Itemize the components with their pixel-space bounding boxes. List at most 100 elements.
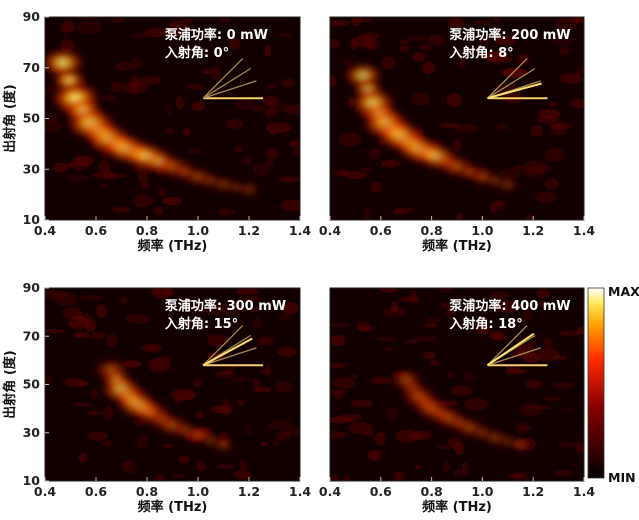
x-tick-label: 1.2: [522, 223, 544, 238]
noise-speck: [106, 333, 118, 347]
noise-speck: [566, 407, 574, 412]
colorbar-gradient: [587, 287, 605, 479]
noise-speck: [60, 21, 76, 33]
noise-speck: [95, 304, 107, 318]
x-tick-label: 0.4: [34, 484, 56, 499]
noise-speck: [352, 35, 376, 48]
noise-speck: [193, 379, 202, 388]
y-tick-label: 50: [23, 377, 41, 392]
noise-speck: [293, 145, 300, 157]
noise-speck: [528, 341, 537, 346]
noise-speck: [464, 397, 488, 411]
noise-speck: [92, 172, 113, 179]
x-tick-label: 1.4: [289, 484, 311, 499]
noise-speck: [516, 53, 530, 65]
ray-line: [487, 58, 528, 99]
plot-frame: [329, 16, 585, 221]
noise-speck: [77, 380, 89, 387]
noise-speck: [112, 206, 131, 213]
noise-speck: [266, 83, 277, 91]
noise-speck: [453, 469, 463, 477]
noise-speck: [576, 64, 584, 77]
noise-speck: [486, 55, 513, 63]
noise-speck: [79, 313, 92, 320]
pump-power-label: 泵浦功率: 0 mW: [165, 27, 268, 43]
noise-speck: [70, 157, 89, 171]
ray-line: [487, 67, 536, 99]
noise-speck: [265, 107, 276, 118]
noise-speck: [454, 124, 479, 133]
noise-speck: [515, 422, 530, 434]
x-tick-label: 1.2: [238, 484, 260, 499]
noise-speck: [333, 377, 356, 389]
noise-speck: [475, 324, 490, 335]
y-tick-label: 90: [23, 280, 41, 295]
noise-speck: [196, 461, 206, 472]
ridge-point: [493, 175, 522, 194]
noise-speck: [532, 163, 553, 174]
chart-panel-2: 0.4 0.6 0.8 1.0 1.2 1.4 频率 (THz) 泵浦功率: 200 mW 入射…: [319, 16, 595, 254]
noise-speck: [464, 372, 474, 384]
noise-speck: [130, 75, 140, 89]
incidence-angle-label: 入射角: 15°: [165, 316, 238, 332]
noise-speck: [219, 17, 231, 23]
noise-speck: [211, 67, 221, 81]
noise-speck: [269, 104, 293, 113]
noise-speck: [62, 307, 83, 320]
noise-speck: [330, 416, 354, 424]
noise-speck: [178, 455, 190, 464]
noise-speck: [130, 81, 139, 95]
noise-speck: [139, 76, 162, 85]
noise-speck: [218, 464, 234, 470]
noise-speck: [574, 17, 583, 24]
ray-line: [202, 67, 251, 99]
noise-speck: [497, 199, 507, 212]
noise-speck: [186, 320, 194, 327]
noise-speck: [501, 68, 528, 77]
ray-line: [202, 347, 257, 366]
noise-speck: [153, 206, 164, 216]
noise-speck: [522, 310, 532, 323]
noise-speck: [65, 162, 89, 167]
noise-speck: [568, 17, 583, 24]
noise-speck: [436, 444, 459, 450]
noise-speck: [78, 452, 88, 463]
noise-speck: [330, 38, 340, 48]
noise-speck: [423, 323, 438, 328]
noise-speck: [513, 165, 524, 171]
noise-speck: [255, 386, 272, 393]
noise-speck: [289, 140, 300, 147]
noise-speck: [231, 377, 249, 382]
noise-speck: [272, 438, 280, 447]
noise-speck: [69, 322, 82, 328]
noise-speck: [385, 346, 394, 352]
noise-speck: [221, 370, 233, 375]
x-tick-label: 0.4: [34, 223, 56, 238]
x-tick-label: 0.6: [85, 223, 107, 238]
noise-speck: [391, 209, 407, 215]
noise-speck: [395, 429, 420, 443]
noise-speck: [45, 329, 66, 334]
noise-speck: [260, 336, 274, 346]
noise-speck: [549, 122, 573, 130]
noise-speck: [527, 405, 553, 410]
noise-speck: [142, 343, 162, 353]
noise-speck: [412, 335, 438, 342]
signal-ridge: [45, 46, 263, 199]
panels: 0.4 0.6 0.8 1.0 1.2 1.4 10 30 50 70 90 频率 (THz) 出射角 …: [2, 9, 595, 515]
noise-speck: [338, 132, 362, 147]
noise-speck: [440, 302, 450, 309]
ray-fan-inset: [486, 325, 548, 367]
noise-speck: [383, 306, 405, 317]
noise-speck: [367, 450, 382, 462]
noise-speck: [559, 330, 581, 336]
noise-speck: [220, 303, 242, 315]
noise-speck: [138, 171, 148, 184]
noise-speck: [77, 20, 103, 34]
y-tick-label: 50: [23, 111, 41, 126]
noise-speck: [330, 335, 346, 346]
noise-speck: [260, 441, 269, 446]
noise-speck: [77, 17, 97, 20]
noise-speck: [543, 396, 561, 401]
